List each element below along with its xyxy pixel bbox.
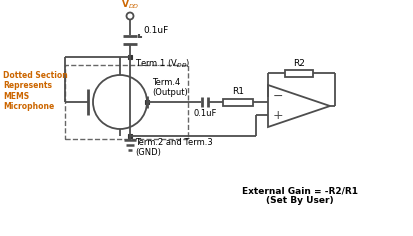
Text: Term.4
(Output): Term.4 (Output) (152, 78, 188, 97)
Text: Dotted Section
Represents
MEMS
Microphone: Dotted Section Represents MEMS Microphon… (3, 71, 68, 111)
Text: −: − (272, 90, 283, 103)
Text: Term.1 (V$_{DD}$): Term.1 (V$_{DD}$) (135, 58, 190, 71)
Text: External Gain = -R2/R1
(Set By User): External Gain = -R2/R1 (Set By User) (242, 186, 357, 205)
Bar (128, 134, 132, 138)
Text: 0.1uF: 0.1uF (142, 26, 168, 35)
Text: 0.1uF: 0.1uF (193, 109, 216, 118)
Bar (145, 100, 149, 104)
Bar (128, 55, 132, 59)
Text: R1: R1 (231, 88, 243, 97)
Bar (223, 98, 252, 105)
Text: V$_{DD}$: V$_{DD}$ (121, 0, 139, 11)
Text: +: + (272, 109, 283, 122)
Bar (65, 65, 188, 139)
Bar (284, 69, 312, 76)
Text: R2: R2 (292, 59, 304, 67)
Text: Term.2 and Term.3
(GND): Term.2 and Term.3 (GND) (135, 138, 212, 157)
